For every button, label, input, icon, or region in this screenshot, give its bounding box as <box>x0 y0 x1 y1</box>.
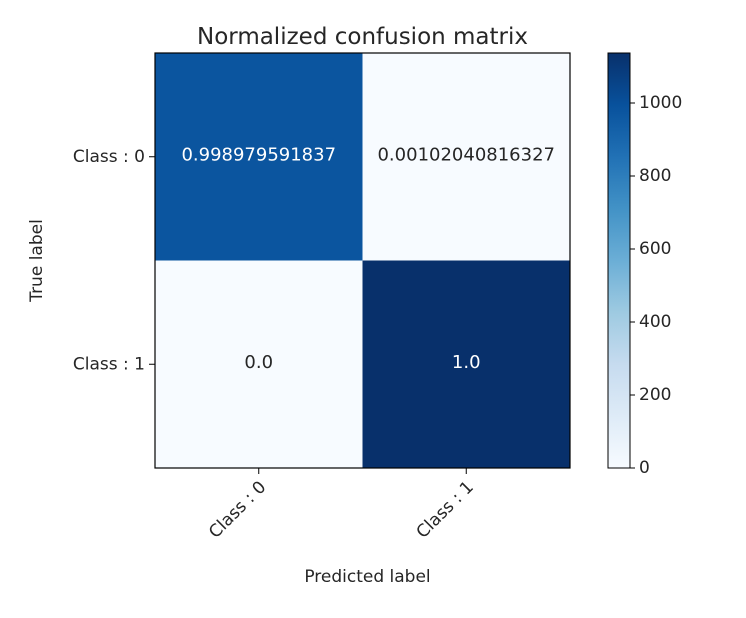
colorbar-tick-label: 1000 <box>639 93 682 113</box>
cell-value-labels: 0.998979591837 0.00102040816327 0.0 1.0 <box>181 144 555 373</box>
cell-label-r1-c0: 0.0 <box>244 352 273 373</box>
heatmap-cell-r0-c1 <box>362 53 571 261</box>
colorbar-tick-label: 400 <box>639 312 671 332</box>
chart-title: Normalized confusion matrix <box>197 24 528 50</box>
colorbar-tick-label: 200 <box>639 385 671 405</box>
y-axis-label: True label <box>27 219 47 303</box>
x-axis-ticks: Class : 0 Class : 1 <box>205 468 478 543</box>
y-axis-ticks: Class : 0 Class : 1 <box>73 147 155 374</box>
x-tick-label: Class : 1 <box>413 477 478 542</box>
cell-label-r1-c1: 1.0 <box>452 352 481 373</box>
heatmap-cell-r1-c0 <box>155 260 363 469</box>
cell-label-r0-c0: 0.998979591837 <box>181 144 336 165</box>
y-tick-label: Class : 0 <box>73 147 145 167</box>
colorbar-gradient <box>608 53 630 468</box>
colorbar-frame <box>607 52 631 469</box>
colorbar-tick-label: 0 <box>639 458 650 478</box>
heatmap-cell-r1-c1 <box>362 260 571 469</box>
colorbar-tick-label: 600 <box>639 239 671 259</box>
cell-label-r0-c1: 0.00102040816327 <box>377 144 555 165</box>
x-tick-label: Class : 0 <box>205 477 270 542</box>
colorbar-tick-label: 800 <box>639 166 671 186</box>
plot-frame <box>154 52 571 469</box>
heatmap-cells <box>155 53 571 469</box>
heatmap-cell-r0-c0 <box>155 53 363 261</box>
colorbar: 0 200 400 600 800 1000 <box>607 52 682 478</box>
x-axis-label: Predicted label <box>304 567 430 587</box>
y-tick-label: Class : 1 <box>73 354 145 374</box>
